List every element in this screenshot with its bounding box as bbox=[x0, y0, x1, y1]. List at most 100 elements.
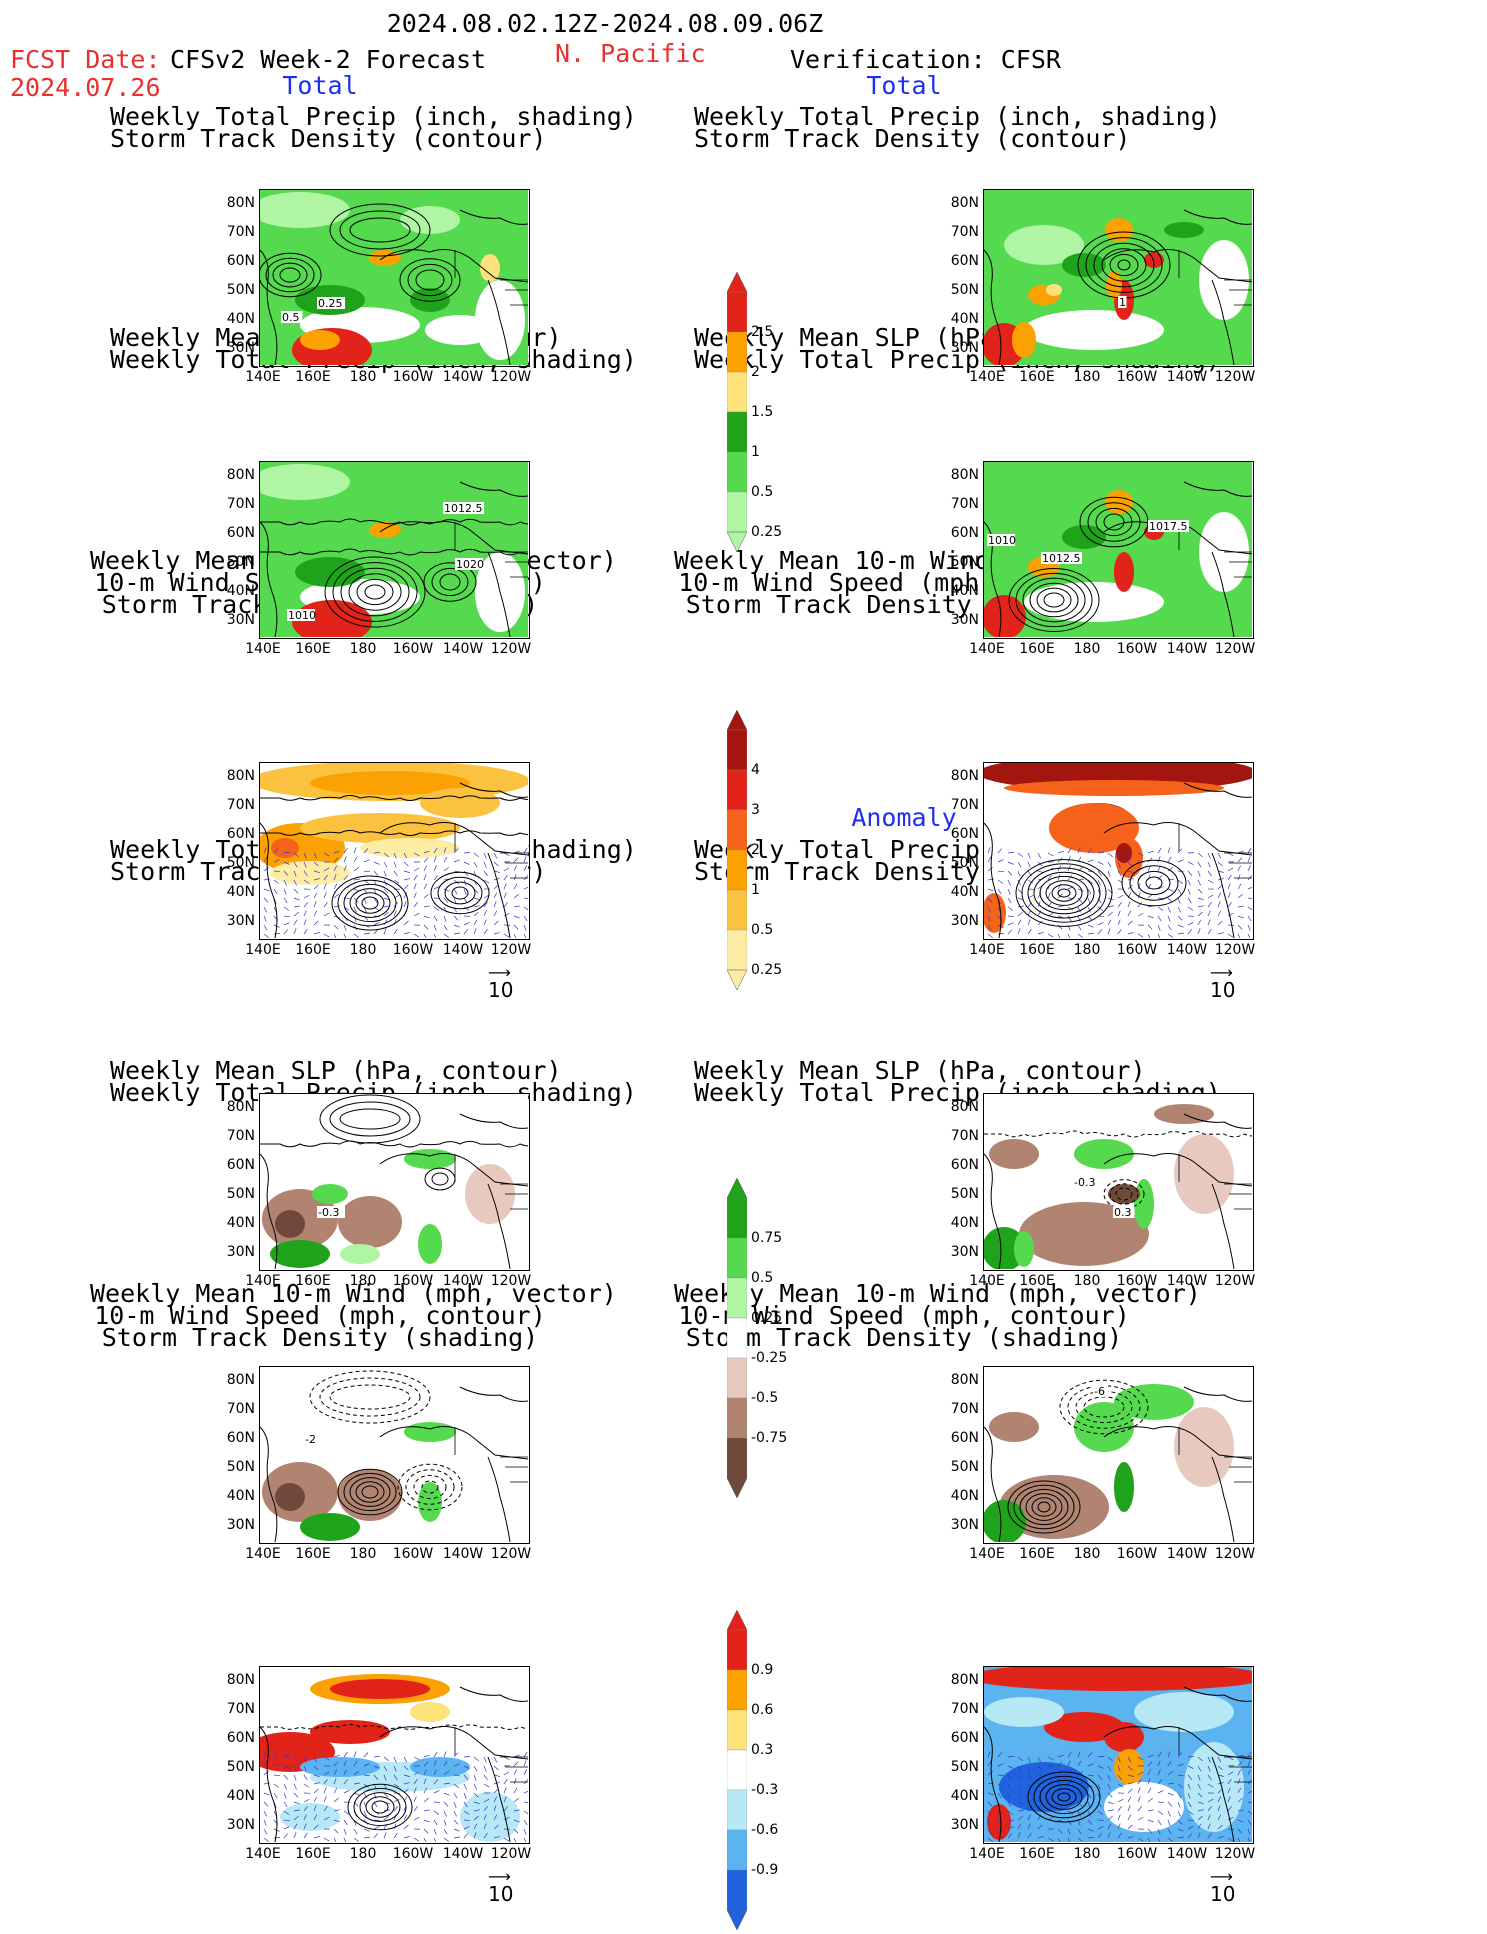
lat-tick-label: 60N bbox=[939, 253, 979, 269]
fcst-date-label: FCST Date: bbox=[10, 46, 161, 73]
vector-ref-right-total: ⟶10 bbox=[1210, 968, 1235, 1002]
colorbar-tick-label: 0.25 bbox=[751, 1310, 782, 1326]
lat-tick-label: 30N bbox=[939, 1817, 979, 1833]
colorbar-tick-label: 0.6 bbox=[751, 1702, 773, 1718]
lat-tick-label: 70N bbox=[215, 496, 255, 512]
colorbar-tick-label: 0.5 bbox=[751, 484, 773, 500]
lat-tick-label: 50N bbox=[215, 1759, 255, 1775]
p1r-map-svg: 1 bbox=[984, 190, 1252, 365]
lon-tick-label: 120W bbox=[486, 942, 536, 958]
lat-tick-label: 30N bbox=[215, 340, 255, 356]
map-precip-storm-verif: 1 bbox=[983, 189, 1254, 367]
map-slp-precip-anom-forecast: -2 bbox=[259, 1366, 530, 1544]
colorbar-tick-label: 1 bbox=[751, 444, 760, 460]
map-wind-storm-forecast bbox=[259, 762, 530, 940]
lat-tick-label: 50N bbox=[215, 554, 255, 570]
lat-tick-label: 60N bbox=[215, 826, 255, 842]
lat-tick-label: 80N bbox=[215, 1372, 255, 1388]
lat-tick-label: 60N bbox=[215, 1730, 255, 1746]
colorbar-tick-label: -0.75 bbox=[751, 1430, 787, 1446]
lat-tick-label: 70N bbox=[939, 224, 979, 240]
lat-tick-label: 80N bbox=[939, 768, 979, 784]
colorbar-tick-label: -0.5 bbox=[751, 1390, 778, 1406]
p6l-map-svg bbox=[260, 1667, 528, 1842]
svg-text:1017.5: 1017.5 bbox=[1149, 520, 1188, 533]
lat-tick-label: 80N bbox=[939, 1672, 979, 1688]
lon-tick-label: 120W bbox=[1210, 641, 1260, 657]
lon-tick-label: 140W bbox=[1162, 369, 1212, 385]
lat-tick-label: 40N bbox=[215, 1788, 255, 1804]
lat-tick-label: 30N bbox=[939, 1517, 979, 1533]
svg-text:1012.5: 1012.5 bbox=[444, 502, 483, 515]
colorbar-tick-label: 0.25 bbox=[751, 962, 782, 978]
colorbar-tick-label: 0.3 bbox=[751, 1742, 773, 1758]
lat-tick-label: 70N bbox=[939, 1701, 979, 1717]
precip_anom-colorbar-svg bbox=[727, 1178, 747, 1498]
lon-tick-label: 120W bbox=[1210, 369, 1260, 385]
lon-tick-label: 160E bbox=[288, 1846, 338, 1862]
colorbar-tick-label: 0.9 bbox=[751, 1662, 773, 1678]
storm_anom-colorbar-svg bbox=[727, 1610, 747, 1930]
lon-tick-label: 160W bbox=[1112, 1546, 1162, 1562]
lat-tick-label: 60N bbox=[939, 1157, 979, 1173]
lon-tick-label: 140W bbox=[1162, 1546, 1212, 1562]
lon-tick-label: 140E bbox=[962, 641, 1012, 657]
lon-tick-label: 120W bbox=[1210, 1273, 1260, 1289]
svg-text:-0.3: -0.3 bbox=[1074, 1176, 1095, 1189]
lon-tick-label: 160W bbox=[1112, 1846, 1162, 1862]
p1l-map-svg: 0.250.5 bbox=[260, 190, 528, 365]
lat-tick-label: 50N bbox=[215, 282, 255, 298]
colorbar-tick-label: -0.25 bbox=[751, 1350, 787, 1366]
colorbar-tick-label: 0.5 bbox=[751, 1270, 773, 1286]
lat-tick-label: 30N bbox=[215, 913, 255, 929]
svg-text:1020: 1020 bbox=[456, 558, 484, 571]
lon-tick-label: 120W bbox=[1210, 942, 1260, 958]
colorbar-tick-label: 1.5 bbox=[751, 404, 773, 420]
map-slp-precip-forecast: 1012.5 1020 1010 bbox=[259, 461, 530, 639]
lon-tick-label: 140W bbox=[438, 1546, 488, 1562]
lat-tick-label: 60N bbox=[939, 826, 979, 842]
t1r-line2: Storm Track Density (contour) bbox=[694, 125, 1114, 152]
lon-tick-label: 180 bbox=[1062, 1273, 1112, 1289]
p4r-map-svg: -0.3 0.3 bbox=[984, 1094, 1252, 1269]
svg-text:0.3: 0.3 bbox=[1114, 1206, 1132, 1219]
p5r-map-svg: -6 bbox=[984, 1367, 1252, 1542]
lon-tick-label: 180 bbox=[1062, 1546, 1112, 1562]
svg-text:0.25: 0.25 bbox=[318, 297, 343, 310]
lat-tick-label: 70N bbox=[939, 797, 979, 813]
lon-tick-label: 140E bbox=[238, 942, 288, 958]
svg-text:-2: -2 bbox=[305, 1433, 316, 1446]
lat-tick-label: 70N bbox=[215, 797, 255, 813]
lon-tick-label: 180 bbox=[338, 369, 388, 385]
svg-text:-0.3: -0.3 bbox=[318, 1206, 339, 1219]
svg-text:1: 1 bbox=[1119, 296, 1126, 309]
lon-tick-label: 160W bbox=[1112, 942, 1162, 958]
lon-tick-label: 160W bbox=[388, 641, 438, 657]
lon-tick-label: 180 bbox=[338, 641, 388, 657]
lon-tick-label: 120W bbox=[486, 641, 536, 657]
lat-tick-label: 40N bbox=[939, 583, 979, 599]
colorbar-tick-label: 0.75 bbox=[751, 1230, 782, 1246]
svg-text:1010: 1010 bbox=[288, 609, 316, 622]
lat-tick-label: 40N bbox=[215, 311, 255, 327]
lat-tick-label: 70N bbox=[939, 1128, 979, 1144]
lon-tick-label: 160E bbox=[288, 1546, 338, 1562]
lat-tick-label: 30N bbox=[215, 1244, 255, 1260]
lon-tick-label: 160W bbox=[1112, 641, 1162, 657]
lat-tick-label: 70N bbox=[215, 1401, 255, 1417]
lon-tick-label: 160E bbox=[1012, 641, 1062, 657]
lon-tick-label: 140E bbox=[962, 369, 1012, 385]
lon-tick-label: 180 bbox=[1062, 641, 1112, 657]
lat-tick-label: 70N bbox=[215, 1701, 255, 1717]
fcst-date-value: 2024.07.26 bbox=[10, 74, 161, 101]
lat-tick-label: 80N bbox=[939, 467, 979, 483]
lat-tick-label: 50N bbox=[215, 1186, 255, 1202]
lat-tick-label: 80N bbox=[215, 1099, 255, 1115]
lat-tick-label: 30N bbox=[215, 612, 255, 628]
lat-tick-label: 70N bbox=[939, 496, 979, 512]
